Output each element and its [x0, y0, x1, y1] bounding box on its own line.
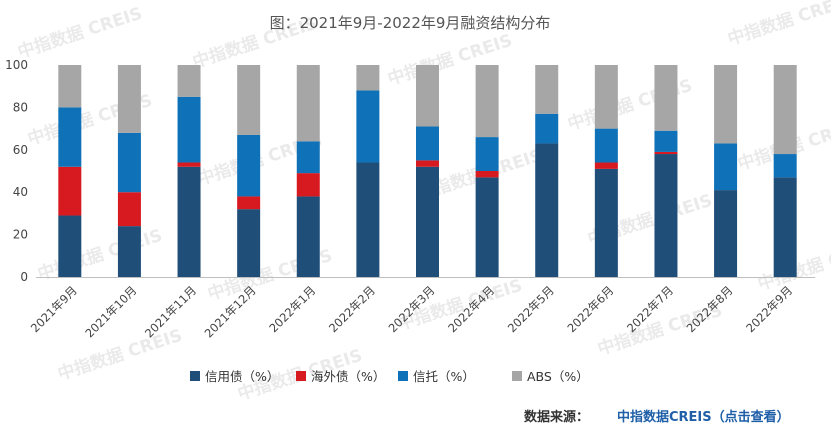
bar-segment [535, 65, 559, 114]
y-tick-label: 0 [20, 270, 28, 284]
bar-segment [117, 192, 141, 227]
legend-label: 海外债（%） [311, 369, 385, 384]
bar-stack [237, 65, 261, 277]
bar-segment [58, 215, 82, 277]
legend: 信用债（%） 海外债（%） 信托（%） ABS（%） [190, 369, 589, 384]
bar-stack [117, 65, 141, 277]
bar-segment [773, 177, 797, 277]
bar-segment [356, 162, 380, 277]
x-tick-label: 2021年9月 [28, 283, 80, 335]
bar-segment [177, 162, 201, 167]
bar-segment [654, 151, 678, 155]
watermark-text: 中指数据 CREIS [55, 325, 185, 385]
bar-segment [237, 209, 261, 277]
bar-segment [58, 166, 82, 216]
y-axis: 0 20 40 60 80 100 [5, 58, 28, 284]
bar-segment [773, 154, 797, 178]
legend-swatch [398, 371, 408, 381]
bar-segment [654, 130, 678, 152]
bar-segment [475, 171, 499, 178]
bar-stack [177, 65, 201, 277]
bar-segment [594, 162, 618, 169]
legend-item[interactable]: 信用债（%） [190, 369, 279, 384]
bar-segment [177, 96, 201, 163]
bar-segment [58, 107, 82, 167]
bar-stack [773, 65, 797, 277]
bar-stack [654, 65, 678, 277]
legend-swatch [296, 371, 306, 381]
bar-stack [714, 65, 738, 277]
x-tick-label: 2021年10月 [82, 283, 139, 340]
bar-stack [58, 65, 82, 277]
source-link[interactable]: 中指数据CREIS（点击查看） [617, 409, 790, 425]
bar-segment [356, 90, 380, 163]
watermark-text: 中指数据 CREIS [15, 3, 145, 63]
source-label: 数据来源： [524, 409, 589, 425]
bar-segment [475, 65, 499, 138]
bar-segment [296, 141, 320, 174]
bar-segment [117, 132, 141, 193]
bar-segment [177, 166, 201, 277]
chart-title: 图：2021年9月-2022年9月融资结构分布 [270, 14, 551, 32]
bar-segment [773, 65, 797, 155]
bar-segment [356, 65, 380, 91]
bar-segment [296, 65, 320, 142]
bar-segment [594, 65, 618, 129]
bar-segment [416, 65, 439, 127]
bar-segment [237, 196, 261, 210]
bar-segment [416, 160, 439, 167]
x-tick-label: 2022年1月 [266, 283, 318, 335]
bar-segment [714, 65, 738, 144]
bar-stack [356, 65, 380, 277]
bar-segment [58, 65, 82, 108]
legend-swatch [190, 371, 200, 381]
bar-segment [296, 196, 320, 277]
bar-segment [117, 226, 141, 277]
legend-label: 信用债（%） [205, 369, 279, 384]
y-tick-label: 80 [13, 100, 28, 114]
bar-segment [535, 113, 559, 144]
bar-stack [475, 65, 499, 277]
bar-segment [535, 143, 559, 277]
bar-segment [237, 65, 261, 135]
y-tick-label: 20 [13, 228, 28, 242]
bar-segment [714, 190, 738, 277]
x-tick-label: 2022年2月 [326, 283, 378, 335]
bar-segment [177, 65, 201, 97]
legend-item[interactable]: ABS（%） [512, 369, 589, 384]
bar-series [58, 65, 797, 277]
bar-segment [654, 154, 678, 277]
bar-stack [594, 65, 618, 277]
bar-segment [237, 134, 261, 197]
bar-segment [594, 128, 618, 163]
bar-segment [296, 173, 320, 197]
watermark-text: 中指数据 CREIS [725, 0, 831, 50]
legend-item[interactable]: 信托（%） [398, 369, 475, 384]
y-tick-label: 40 [13, 185, 28, 199]
bar-segment [416, 126, 439, 161]
bar-segment [117, 65, 141, 133]
legend-label: ABS（%） [527, 369, 589, 384]
bar-segment [594, 168, 618, 277]
legend-item[interactable]: 海外债（%） [296, 369, 385, 384]
bar-stack [296, 65, 320, 277]
watermark-text: 中指数据 CREIS [35, 225, 165, 285]
bar-segment [654, 65, 678, 131]
bar-segment [416, 166, 439, 277]
x-tick-label: 2022年6月 [564, 283, 616, 335]
y-tick-label: 60 [13, 143, 28, 157]
source-note[interactable]: 数据来源： 中指数据CREIS（点击查看） [524, 409, 790, 425]
legend-swatch [512, 371, 522, 381]
bar-segment [475, 177, 499, 277]
bar-stack [535, 65, 559, 277]
bar-segment [475, 137, 499, 171]
bar-segment [714, 143, 738, 191]
legend-label: 信托（%） [413, 369, 475, 384]
y-tick-label: 100 [5, 58, 28, 72]
bar-stack [416, 65, 439, 277]
